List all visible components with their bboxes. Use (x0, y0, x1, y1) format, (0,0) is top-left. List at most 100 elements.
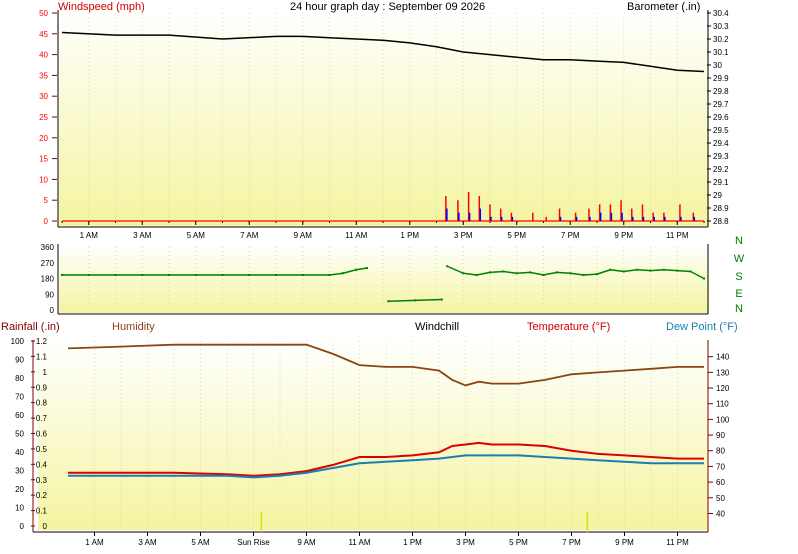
direction-point (703, 277, 705, 280)
humidity-tick-label: 100 (11, 337, 25, 346)
temperature-tick-label: 50 (716, 494, 725, 503)
barometer-axis-label: Barometer (.in) (627, 1, 700, 13)
compass-letter-w: W (734, 253, 745, 265)
windspeed-tick-label: 25 (39, 113, 48, 122)
direction-point (649, 269, 652, 272)
direction-segment (476, 271, 491, 276)
rainfall-tick-label: 0.7 (36, 414, 48, 423)
barometer-tick-label: 28.8 (713, 217, 729, 226)
direction-point (341, 272, 344, 275)
barometer-tick-label: 29.5 (713, 126, 729, 135)
rainfall-tick-label: 0.3 (36, 476, 48, 485)
direction-point (440, 298, 443, 301)
barometer-tick-label: 29.7 (713, 100, 729, 109)
barometer-tick-label: 30.2 (713, 35, 729, 44)
compass-letter-s: S (735, 271, 742, 283)
wind-x-tick-label: 3 AM (133, 231, 152, 240)
direction-segment (356, 267, 368, 271)
rainfall-tick-label: 0.8 (36, 399, 48, 408)
wind-x-tick-label: 5 AM (187, 231, 206, 240)
temperature-tick-label: 90 (716, 431, 725, 440)
wind-x-tick-label: 11 AM (345, 231, 367, 240)
direction-point (542, 274, 545, 276)
barometer-tick-label: 29.9 (713, 74, 729, 83)
wind-x-tick-label: 9 PM (614, 231, 633, 240)
rainfall-tick-label: 0.9 (36, 383, 48, 392)
temperature-x-tick-label: 1 PM (403, 538, 422, 547)
direction-point (462, 272, 465, 275)
direction-point (636, 268, 639, 271)
direction-point (475, 274, 478, 276)
temperature-x-tick-label: 11 AM (348, 538, 370, 547)
windspeed-tick-label: 40 (39, 51, 48, 60)
direction-point (275, 274, 277, 276)
humidity-tick-label: 80 (15, 374, 24, 383)
direction-point (609, 268, 612, 271)
direction-point (446, 265, 449, 268)
humidity-tick-label: 30 (15, 467, 24, 476)
direction-segment (415, 298, 442, 302)
direction-point (414, 299, 417, 302)
windspeed-tick-label: 20 (39, 134, 48, 143)
temperature-tick-label: 70 (716, 462, 725, 471)
direction-segment (516, 271, 531, 274)
compass-letter-n: N (735, 235, 743, 247)
direction-segment (388, 299, 416, 302)
direction-point (387, 300, 390, 303)
rainfall-axis-label: Rainfall (.in) (1, 321, 60, 333)
temperature-tick-label: 80 (716, 447, 725, 456)
humidity-series (67, 343, 704, 387)
rainfall-tick-label: 1.2 (36, 337, 48, 346)
barometer-tick-label: 29.6 (713, 113, 729, 122)
temperature-x-tick-label: 7 PM (562, 538, 581, 547)
direction-segment (677, 269, 691, 273)
direction-point (662, 268, 665, 271)
direction-segment (543, 271, 558, 276)
rainfall-tick-label: 0 (43, 522, 48, 531)
direction-point (689, 270, 692, 273)
windspeed-tick-label: 45 (39, 30, 48, 39)
direction-point (515, 272, 518, 275)
direction-point (328, 274, 331, 276)
direction-point (489, 271, 491, 274)
direction-segment (529, 271, 544, 276)
dewpoint-label: Dew Point (°F) (666, 321, 738, 333)
rainfall-tick-label: 0.2 (36, 491, 48, 500)
windspeed-tick-label: 10 (39, 175, 48, 184)
barometer-tick-label: 28.9 (713, 204, 729, 213)
barometer-tick-label: 29.1 (713, 178, 729, 187)
direction-segment (690, 270, 705, 280)
windspeed-tick-label: 0 (44, 217, 49, 226)
series-layer (61, 31, 705, 532)
barometer-tick-label: 29.3 (713, 152, 729, 161)
windspeed-tick-label: 30 (39, 92, 48, 101)
temperature-x-tick-label: 9 PM (615, 538, 634, 547)
direction-tick-label: 270 (41, 259, 55, 268)
temperature-series (68, 441, 704, 477)
wind-x-tick-label: 9 AM (294, 231, 313, 240)
temperature-x-tick-label: 5 PM (509, 538, 528, 547)
temperature-x-tick-label: 1 AM (85, 538, 104, 547)
direction-segment (489, 270, 504, 274)
wind-x-tick-label: 7 AM (240, 231, 259, 240)
temperature-tick-label: 130 (716, 368, 730, 377)
direction-segment (329, 272, 343, 276)
direction-point (622, 270, 625, 273)
direction-point (114, 274, 117, 276)
graph-title: 24 hour graph day : September 09 2026 (290, 1, 485, 13)
rainfall-tick-label: 0.1 (36, 507, 48, 516)
temperature-x-tick-label: 3 PM (456, 538, 475, 547)
wind-x-tick-label: 1 AM (80, 231, 99, 240)
humidity-tick-label: 10 (15, 504, 24, 513)
humidity-tick-label: 90 (15, 356, 24, 365)
direction-point (221, 274, 224, 276)
direction-point (676, 269, 679, 272)
humidity-tick-label: 50 (15, 430, 24, 439)
windspeed-tick-label: 5 (44, 196, 49, 205)
barometer-tick-label: 30 (713, 61, 722, 70)
windspeed-tick-label: 35 (39, 71, 48, 80)
temperature-tick-label: 100 (716, 415, 730, 424)
wind-x-tick-label: 1 PM (400, 231, 419, 240)
temperature-panel-bg (38, 340, 708, 530)
